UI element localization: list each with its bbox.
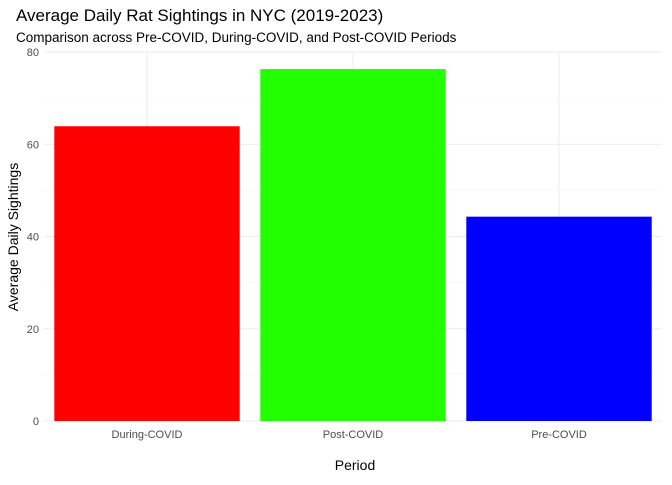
x-axis-title: Period bbox=[335, 457, 375, 473]
y-tick-label: 80 bbox=[27, 47, 39, 59]
y-tick-label: 0 bbox=[33, 416, 39, 428]
chart-subtitle: Comparison across Pre-COVID, During-COVI… bbox=[16, 30, 457, 45]
bar-during-covid bbox=[54, 126, 240, 421]
bar-post-covid bbox=[260, 69, 446, 421]
y-tick-label: 60 bbox=[27, 139, 39, 151]
chart-title: Average Daily Rat Sightings in NYC (2019… bbox=[16, 6, 383, 25]
y-tick-label: 20 bbox=[27, 324, 39, 336]
y-axis-title: Average Daily Sightings bbox=[5, 163, 21, 311]
bars bbox=[54, 69, 652, 421]
y-tick-label: 40 bbox=[27, 232, 39, 244]
x-tick-label: Pre-COVID bbox=[531, 429, 587, 441]
x-axis-tick-labels: During-COVID Post-COVID Pre-COVID bbox=[112, 429, 587, 441]
bar-pre-covid bbox=[466, 216, 652, 421]
x-tick-label: Post-COVID bbox=[323, 429, 384, 441]
x-tick-label: During-COVID bbox=[112, 429, 183, 441]
y-axis-tick-labels: 0 20 40 60 80 bbox=[27, 47, 39, 428]
